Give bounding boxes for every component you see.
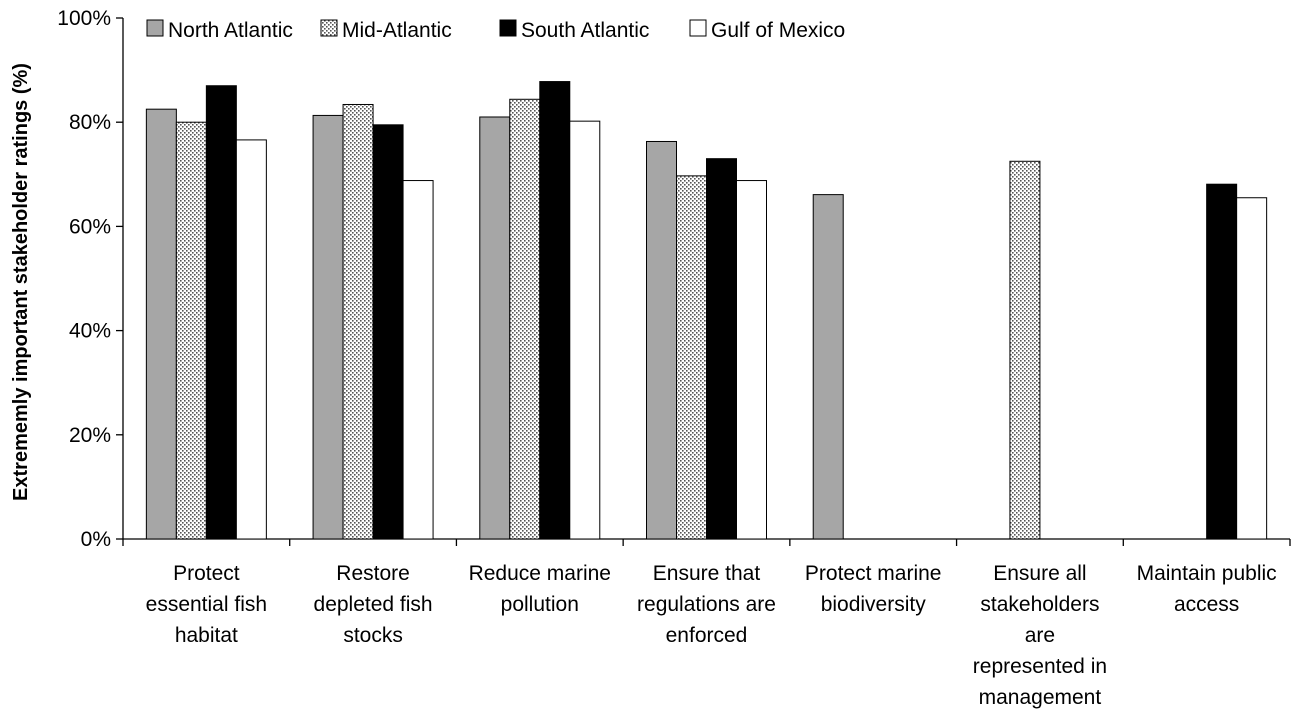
category-label-line: are bbox=[1025, 624, 1055, 647]
y-tick-label: 40% bbox=[69, 320, 111, 343]
y-axis-title-group: Extrememly important stakeholder ratings… bbox=[10, 63, 32, 501]
bar-gulf-of-mexico bbox=[569, 120, 601, 540]
category-label-line: habitat bbox=[175, 624, 238, 647]
category-label: Restore depleted fish stocks bbox=[314, 562, 433, 647]
category-label-line: essential fish bbox=[146, 593, 267, 616]
category-label-line: Restore bbox=[336, 562, 410, 585]
category-label-line: depleted fish bbox=[314, 593, 433, 616]
legend-swatch bbox=[499, 19, 517, 37]
category-label-line: regulations are bbox=[637, 593, 776, 616]
bar-mid-atlantic bbox=[342, 103, 374, 540]
bar-south-atlantic bbox=[1206, 183, 1238, 540]
category-label-line: Reduce marine bbox=[469, 562, 611, 585]
category-label-line: pollution bbox=[501, 593, 579, 616]
bar-south-atlantic bbox=[205, 85, 237, 540]
y-tick-label: 60% bbox=[69, 215, 111, 238]
bars bbox=[145, 81, 1268, 540]
legend-swatch bbox=[320, 19, 338, 37]
category-label: Ensure that regulations are enforced bbox=[637, 562, 776, 647]
category-label: Protect essential fish habitat bbox=[146, 562, 267, 647]
y-tick-label: 20% bbox=[69, 424, 111, 447]
category-label-line: Protect bbox=[173, 562, 240, 585]
bar-gulf-of-mexico bbox=[1236, 197, 1268, 540]
y-axis-title: Extrememly important stakeholder ratings… bbox=[10, 63, 32, 501]
bar-south-atlantic bbox=[706, 158, 737, 540]
bar-north-atlantic bbox=[812, 194, 844, 540]
bar-mid-atlantic bbox=[509, 98, 541, 540]
bar-north-atlantic bbox=[145, 108, 177, 540]
category-label-line: stakeholders bbox=[980, 593, 1099, 616]
category-label-line: access bbox=[1174, 593, 1239, 616]
bar-mid-atlantic bbox=[175, 121, 207, 540]
bar-north-atlantic bbox=[479, 116, 511, 540]
bar-gulf-of-mexico bbox=[235, 139, 267, 540]
y-tick-label: 100% bbox=[57, 7, 111, 30]
category-label-line: Ensure that bbox=[653, 562, 761, 585]
category-label-line: represented in bbox=[973, 655, 1107, 678]
category-label-line: biodiversity bbox=[821, 593, 927, 616]
category-label: Maintain public access bbox=[1137, 562, 1277, 616]
bar-north-atlantic bbox=[646, 140, 677, 540]
legend: North Atlantic Mid-Atlantic South Atlantic… bbox=[146, 19, 845, 42]
category-label-line: Maintain public bbox=[1137, 562, 1277, 585]
y-tick-label: 0% bbox=[81, 528, 111, 551]
bar-mid-atlantic bbox=[1009, 160, 1041, 540]
category-label-line: enforced bbox=[666, 624, 748, 647]
category-labels: Protect essential fish habitat Restore deple… bbox=[146, 562, 1277, 709]
legend-label: North Atlantic bbox=[168, 19, 293, 42]
bar-south-atlantic bbox=[372, 124, 404, 540]
y-tick-label: 80% bbox=[69, 111, 111, 134]
bar-gulf-of-mexico bbox=[402, 180, 434, 540]
bar-gulf-of-mexico bbox=[736, 180, 767, 540]
legend-label: Mid-Atlantic bbox=[342, 19, 452, 42]
category-label-line: stocks bbox=[343, 624, 403, 647]
legend-swatch bbox=[146, 19, 164, 37]
bar-mid-atlantic bbox=[676, 175, 707, 540]
legend-label: Gulf of Mexico bbox=[711, 19, 845, 42]
category-label-line: Protect marine bbox=[805, 562, 942, 585]
category-label-line: Ensure all bbox=[993, 562, 1086, 585]
category-label: Protect marine biodiversity bbox=[805, 562, 942, 616]
legend-swatch bbox=[689, 19, 707, 37]
bar-north-atlantic bbox=[312, 114, 344, 540]
category-label-line: management bbox=[979, 686, 1102, 709]
legend-label: South Atlantic bbox=[521, 19, 649, 42]
bar-south-atlantic bbox=[539, 81, 571, 540]
category-label: Ensure all stakeholders are represented in m… bbox=[973, 562, 1107, 709]
category-label: Reduce marine pollution bbox=[469, 562, 611, 616]
